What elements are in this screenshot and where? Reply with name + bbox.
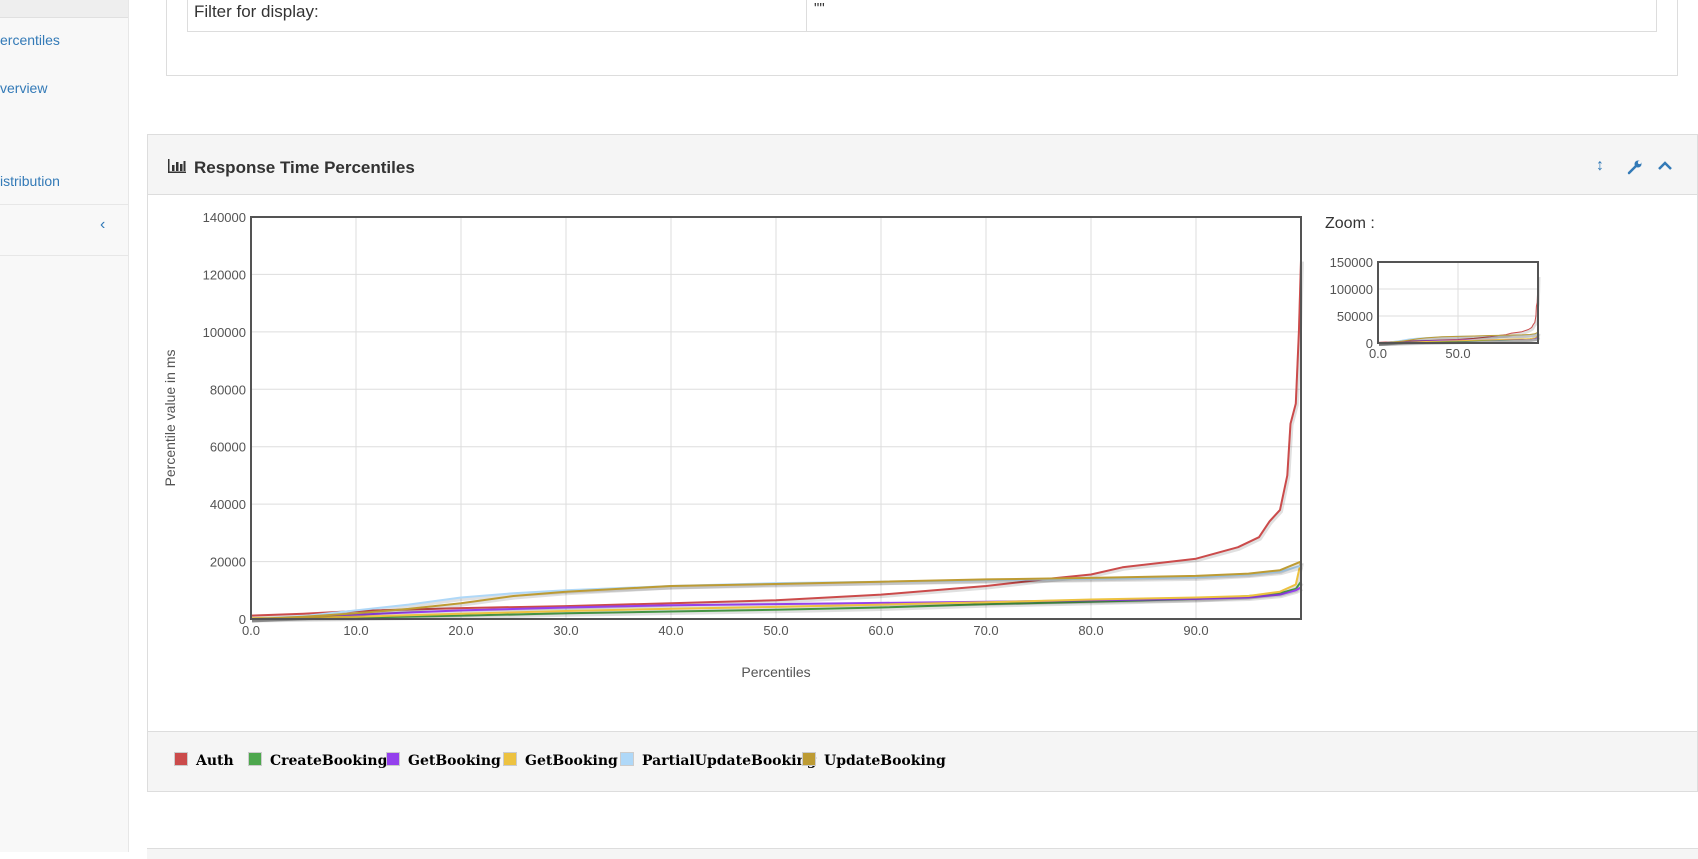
- legend-item-auth[interactable]: Auth: [174, 752, 234, 769]
- chevron-up-icon[interactable]: [1658, 161, 1672, 171]
- legend-item-partialupdatebooking[interactable]: PartialUpdateBooking: [620, 752, 817, 769]
- zoom-label: Zoom :: [1325, 215, 1375, 232]
- plot-frame: [1377, 261, 1539, 344]
- x-tick-label: 10.0: [343, 623, 368, 638]
- resize-vertical-icon[interactable]: ↕: [1596, 157, 1604, 174]
- x-tick-label: 30.0: [553, 623, 578, 638]
- filter-label: Filter for display:: [194, 2, 319, 21]
- wrench-icon[interactable]: [1627, 159, 1643, 175]
- plot-frame: [250, 216, 1302, 620]
- filter-panel: Filter for display: "": [166, 0, 1678, 76]
- sidebar-divider: [0, 255, 128, 256]
- legend-swatch: [802, 752, 816, 766]
- series-shadow: [251, 565, 1303, 623]
- x-tick-label: 0.0: [1369, 346, 1387, 361]
- y-tick-label: 60000: [210, 440, 246, 455]
- y-tick-label: 0: [1366, 336, 1373, 351]
- x-tick-label: 60.0: [868, 623, 893, 638]
- y-tick-label: 140000: [203, 210, 246, 225]
- sidebar-active-item[interactable]: [0, 0, 128, 18]
- series-shadow: [1378, 276, 1541, 346]
- collapse-sidebar-icon[interactable]: ‹: [100, 216, 106, 233]
- x-tick-label: 40.0: [658, 623, 683, 638]
- sidebar-item-overview[interactable]: verview: [0, 80, 48, 96]
- y-tick-label: 0: [239, 612, 246, 627]
- legend-item-updatebooking[interactable]: UpdateBooking: [802, 752, 946, 769]
- legend-item-getbooking[interactable]: GetBooking: [386, 752, 501, 769]
- bar-chart-icon: [168, 159, 186, 173]
- series-shadow: [251, 562, 1304, 622]
- x-tick-label: 50.0: [1445, 346, 1470, 361]
- y-tick-label: 100000: [203, 325, 246, 340]
- legend-swatch: [248, 752, 262, 766]
- sidebar-item-distribution[interactable]: istribution: [0, 173, 60, 189]
- next-panel-heading: [147, 848, 1698, 859]
- filter-table: Filter for display: "": [187, 0, 1657, 32]
- y-tick-label: 20000: [210, 555, 246, 570]
- legend-label: UpdateBooking: [824, 753, 946, 769]
- y-tick-label: 40000: [210, 497, 246, 512]
- sidebar-item-percentiles[interactable]: ercentiles: [0, 32, 60, 48]
- legend-item-getbooking-2[interactable]: GetBooking: [503, 752, 618, 769]
- x-tick-label: 50.0: [763, 623, 788, 638]
- response-time-percentiles-panel: Response Time Percentiles ↕ 0.0 10.0 20.0 3…: [147, 134, 1698, 792]
- sidebar-divider: [0, 204, 128, 205]
- x-tick-label: 70.0: [973, 623, 998, 638]
- legend-label: GetBooking: [525, 753, 618, 769]
- panel-heading: Response Time Percentiles ↕: [148, 135, 1697, 195]
- x-tick-label: 20.0: [448, 623, 473, 638]
- percentiles-chart[interactable]: 0.0 10.0 20.0 30.0 40.0 50.0 60.0 70.0 80.0 90.0 1…: [148, 195, 1697, 731]
- legend-label: Auth: [196, 753, 234, 769]
- series-line: [250, 560, 1302, 620]
- x-axis-label: Percentiles: [741, 664, 810, 680]
- sidebar: ercentiles verview istribution ‹: [0, 0, 129, 852]
- legend-item-createbooking[interactable]: CreateBooking: [248, 752, 387, 769]
- series-line: [250, 260, 1302, 617]
- legend-swatch: [386, 752, 400, 766]
- x-tick-label: 80.0: [1078, 623, 1103, 638]
- legend-label: GetBooking: [408, 753, 501, 769]
- legend-swatch: [620, 752, 634, 766]
- legend-label: CreateBooking: [270, 753, 388, 769]
- x-tick-label: 90.0: [1183, 623, 1208, 638]
- series-line: [250, 581, 1302, 620]
- chart-legend: Auth CreateBooking GetBooking GetBooking…: [148, 731, 1697, 791]
- y-tick-label: 80000: [210, 382, 246, 397]
- filter-value: "": [814, 0, 825, 17]
- legend-swatch: [503, 752, 517, 766]
- series-line: [250, 586, 1302, 620]
- series-line: [250, 561, 1302, 620]
- series-shadow: [251, 561, 1303, 623]
- y-tick-label: 120000: [203, 267, 246, 282]
- legend-swatch: [174, 752, 188, 766]
- panel-title: Response Time Percentiles: [194, 158, 415, 177]
- x-tick-label: 0.0: [242, 623, 260, 638]
- y-axis-label: Percentile value in ms: [162, 350, 178, 487]
- legend-label: PartialUpdateBooking: [642, 753, 817, 769]
- y-tick-label: 100000: [1330, 282, 1373, 297]
- series-line: [1377, 332, 1539, 344]
- series-line: [1377, 331, 1539, 344]
- y-tick-label: 150000: [1330, 255, 1373, 270]
- y-tick-label: 50000: [1337, 309, 1373, 324]
- table-divider: [806, 0, 807, 31]
